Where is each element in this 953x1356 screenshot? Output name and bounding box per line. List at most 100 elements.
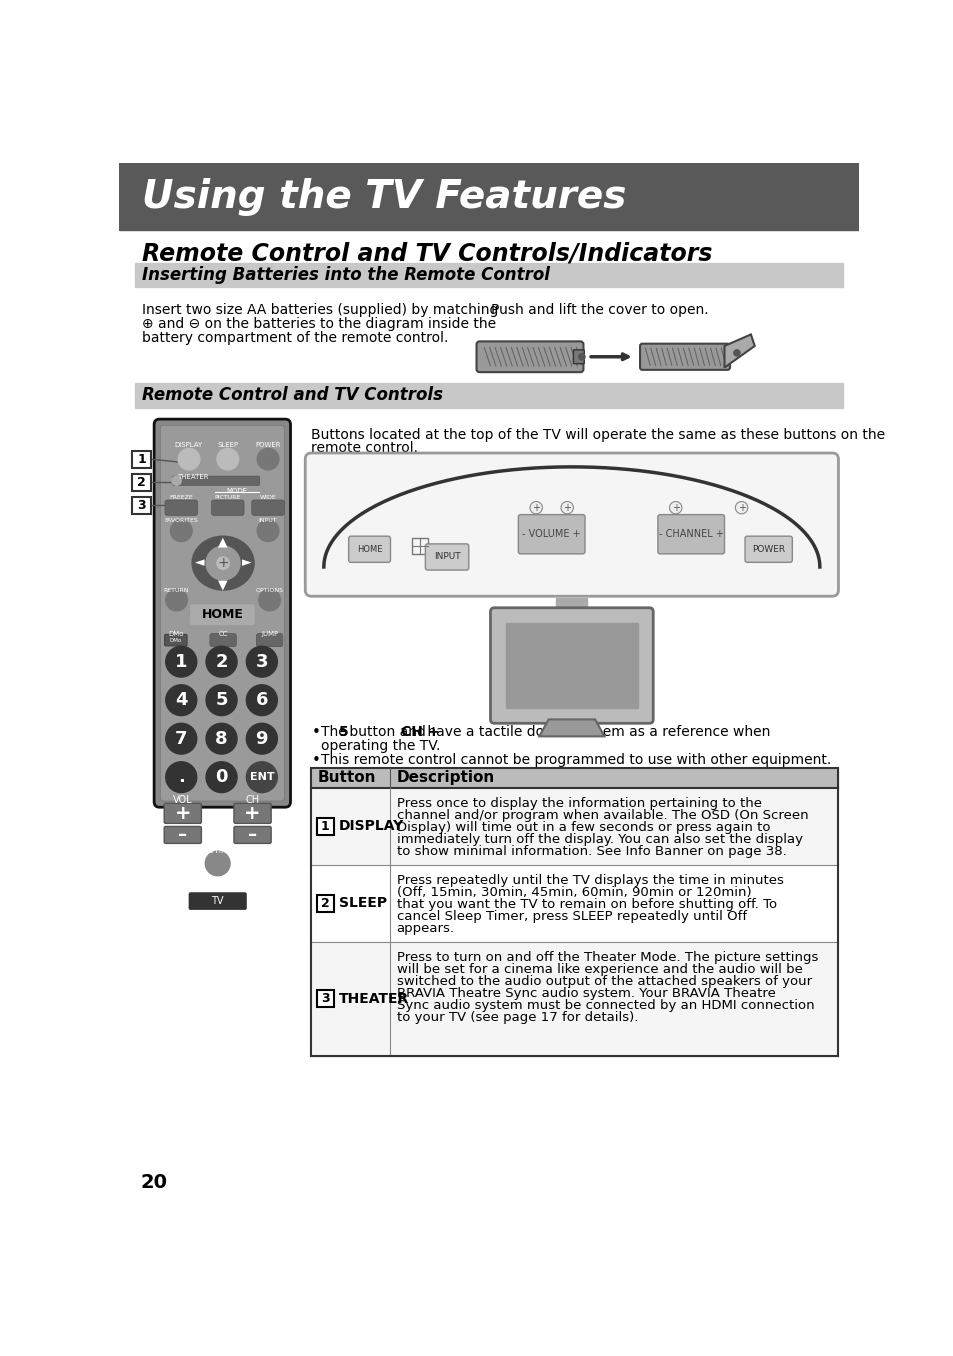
Text: INPUT: INPUT	[258, 518, 277, 522]
Text: 7: 7	[174, 730, 188, 747]
Text: Inserting Batteries into the Remote Control: Inserting Batteries into the Remote Cont…	[142, 266, 550, 285]
FancyBboxPatch shape	[172, 476, 259, 485]
Text: 3: 3	[321, 993, 330, 1005]
Text: The: The	[320, 725, 351, 739]
Text: 2: 2	[215, 652, 228, 671]
Circle shape	[166, 762, 196, 792]
Text: +: +	[671, 503, 679, 513]
Text: remote control.: remote control.	[311, 442, 418, 456]
Bar	[134, 263, 842, 287]
FancyBboxPatch shape	[132, 473, 151, 491]
Text: FREEZE: FREEZE	[170, 495, 193, 500]
Circle shape	[530, 502, 542, 514]
Text: CC: CC	[218, 631, 228, 637]
Text: POWER: POWER	[751, 545, 784, 553]
Text: DMo: DMo	[169, 631, 184, 637]
Text: 3: 3	[137, 499, 146, 511]
Circle shape	[206, 647, 236, 677]
Circle shape	[246, 647, 277, 677]
Text: OPTIONS: OPTIONS	[255, 589, 283, 594]
Circle shape	[166, 723, 196, 754]
FancyBboxPatch shape	[160, 426, 284, 801]
Text: Press once to display the information pertaining to the: Press once to display the information pe…	[396, 797, 760, 810]
FancyBboxPatch shape	[744, 536, 792, 563]
Text: 2: 2	[137, 476, 146, 488]
Circle shape	[166, 685, 196, 716]
Text: 2: 2	[321, 896, 330, 910]
FancyBboxPatch shape	[189, 892, 246, 910]
Text: SLEEP: SLEEP	[338, 896, 386, 910]
Text: +: +	[174, 804, 191, 823]
Text: TV: TV	[212, 896, 224, 906]
Circle shape	[669, 502, 681, 514]
Text: have a tactile dot. Use them as a reference when: have a tactile dot. Use them as a refere…	[422, 725, 770, 739]
Circle shape	[166, 647, 196, 677]
Text: that you want the TV to remain on before shutting off. To: that you want the TV to remain on before…	[396, 898, 776, 911]
Circle shape	[735, 502, 747, 514]
FancyBboxPatch shape	[164, 803, 201, 823]
Text: THEATER: THEATER	[338, 993, 409, 1006]
FancyBboxPatch shape	[212, 500, 244, 515]
Text: CH: CH	[245, 795, 259, 805]
Text: Press to turn on and off the Theater Mode. The picture settings: Press to turn on and off the Theater Mod…	[396, 951, 818, 964]
Text: ▲: ▲	[218, 536, 228, 548]
Text: 3: 3	[255, 652, 268, 671]
Text: CH +: CH +	[400, 725, 438, 739]
FancyBboxPatch shape	[639, 343, 729, 370]
Circle shape	[733, 350, 740, 357]
Ellipse shape	[192, 536, 253, 590]
Text: appears.: appears.	[396, 922, 455, 934]
FancyBboxPatch shape	[233, 803, 271, 823]
Text: 8: 8	[215, 730, 228, 747]
Text: Display) will time out in a few seconds or press again to: Display) will time out in a few seconds …	[396, 822, 769, 834]
Text: ⊕ and ⊖ on the batteries to the diagram inside the: ⊕ and ⊖ on the batteries to the diagram …	[142, 317, 497, 331]
FancyBboxPatch shape	[256, 633, 282, 647]
Text: FAVORITES: FAVORITES	[164, 518, 198, 522]
Circle shape	[172, 476, 181, 485]
Text: Buttons located at the top of the TV will operate the same as these buttons on t: Buttons located at the top of the TV wil…	[311, 428, 884, 442]
Text: MUTING: MUTING	[202, 846, 233, 854]
Circle shape	[206, 762, 236, 792]
Text: JUMP: JUMP	[261, 631, 278, 637]
Text: DMo: DMo	[170, 637, 182, 643]
Text: +: +	[737, 503, 745, 513]
Circle shape	[578, 354, 584, 359]
Text: switched to the audio output of the attached speakers of your: switched to the audio output of the atta…	[396, 975, 811, 989]
FancyBboxPatch shape	[476, 342, 583, 372]
FancyBboxPatch shape	[425, 544, 468, 570]
Text: Push and lift the cover to open.: Push and lift the cover to open.	[491, 302, 708, 317]
Bar	[311, 942, 838, 1056]
Text: POWER: POWER	[255, 442, 280, 449]
FancyBboxPatch shape	[210, 633, 236, 647]
Text: DISPLAY: DISPLAY	[338, 819, 403, 834]
Text: 5: 5	[338, 725, 348, 739]
FancyBboxPatch shape	[165, 635, 187, 645]
Circle shape	[166, 590, 187, 610]
FancyBboxPatch shape	[305, 453, 838, 597]
Text: VOL: VOL	[172, 795, 193, 805]
FancyBboxPatch shape	[154, 419, 291, 807]
Text: –: –	[178, 826, 187, 843]
Text: SLEEP: SLEEP	[217, 442, 238, 449]
FancyBboxPatch shape	[189, 603, 255, 626]
FancyBboxPatch shape	[132, 496, 151, 514]
Text: 1: 1	[321, 820, 330, 833]
Text: button and: button and	[344, 725, 430, 739]
Text: cancel Sleep Timer, press SLEEP repeatedly until Off: cancel Sleep Timer, press SLEEP repeated…	[396, 910, 746, 923]
Text: operating the TV.: operating the TV.	[320, 739, 439, 753]
Circle shape	[257, 449, 278, 471]
Text: HOME: HOME	[201, 609, 243, 621]
Text: SONY: SONY	[187, 877, 248, 896]
Text: +: +	[532, 503, 539, 513]
Text: BRAVIA Theatre Sync audio system. Your BRAVIA Theatre: BRAVIA Theatre Sync audio system. Your B…	[396, 987, 775, 999]
Text: Remote Control and TV Controls: Remote Control and TV Controls	[142, 386, 443, 404]
Text: WIDE: WIDE	[259, 495, 276, 500]
Bar	[505, 624, 637, 708]
Text: +: +	[217, 556, 229, 570]
Text: ENT: ENT	[250, 772, 274, 782]
FancyBboxPatch shape	[573, 350, 583, 363]
Circle shape	[246, 685, 277, 716]
Bar	[412, 538, 427, 553]
Text: immediately turn off the display. You can also set the display: immediately turn off the display. You ca…	[396, 833, 801, 846]
Text: –: –	[248, 826, 257, 843]
